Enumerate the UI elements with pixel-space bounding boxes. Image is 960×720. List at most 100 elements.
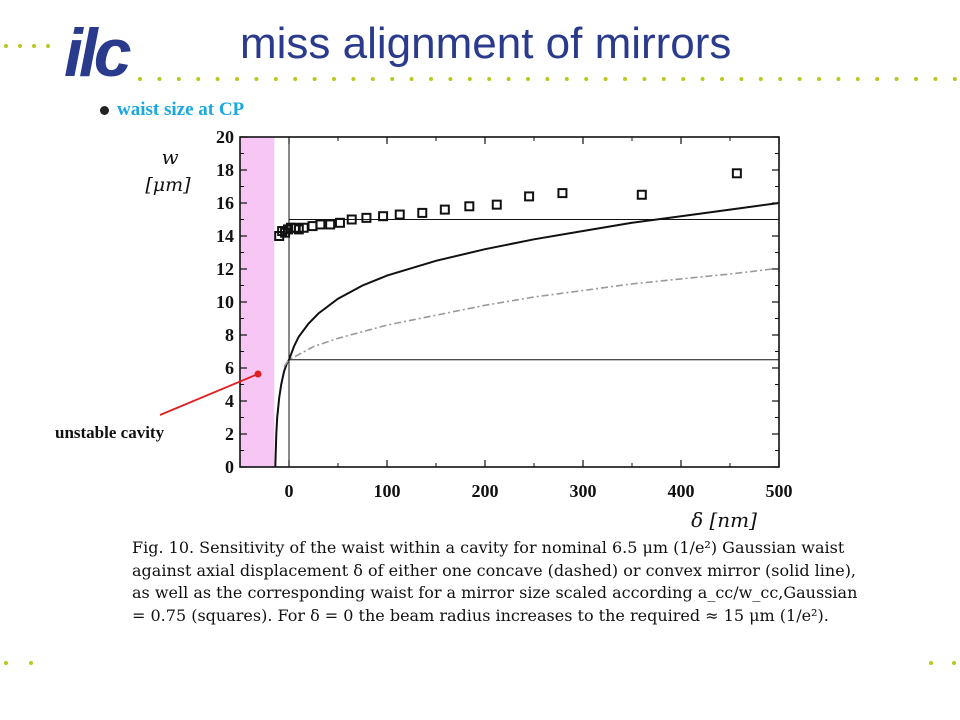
top-dot: [720, 77, 724, 81]
top-dot: [351, 77, 356, 81]
plot-frame: [239, 136, 780, 468]
data-point-square: [557, 188, 568, 199]
bullet-text: waist size at CP: [117, 99, 245, 120]
top-dot: [506, 77, 511, 81]
top-dot: [429, 77, 433, 81]
data-point-square: [636, 189, 647, 200]
data-point-square: [491, 199, 502, 210]
x-tick-label: 100: [374, 481, 401, 501]
top-dot: [817, 77, 821, 81]
top-dot: [564, 77, 569, 81]
top-dot: [952, 77, 957, 81]
y-tick-label: 10: [216, 292, 234, 312]
bottom-left-dot: [29, 661, 33, 665]
top-dot: [584, 77, 589, 81]
y-tick-label: 4: [225, 391, 234, 411]
top-left-dot: [18, 44, 22, 48]
top-dot: [448, 77, 453, 81]
data-point-square: [417, 207, 428, 218]
data-point-square: [361, 212, 372, 223]
data-point-square: [307, 221, 318, 232]
bullet-icon: [100, 105, 109, 115]
x-tick-label: 300: [570, 481, 597, 501]
top-dot: [273, 77, 278, 81]
x-tick-label: 400: [668, 481, 695, 501]
top-dot: [138, 77, 142, 81]
data-point-square: [394, 209, 405, 220]
top-dot: [875, 77, 880, 81]
top-dot: [933, 77, 938, 81]
top-left-dot: [32, 44, 36, 48]
data-point-square: [315, 219, 326, 230]
top-left-dot: [4, 44, 8, 48]
x-tick-label: 0: [285, 481, 294, 501]
top-dot: [758, 77, 763, 81]
top-dot: [836, 77, 841, 81]
y-tick-label: 16: [216, 193, 234, 213]
figure-caption: Fig. 10. Sensitivity of the waist within…: [132, 538, 858, 625]
top-dot: [894, 77, 899, 81]
top-dot: [487, 77, 492, 81]
top-dot: [409, 77, 414, 81]
data-point-square: [524, 191, 535, 202]
top-dot: [642, 77, 647, 81]
y-tick-label: 2: [225, 424, 234, 444]
top-dot: [312, 77, 317, 81]
y-tick-label: 18: [216, 160, 234, 180]
x-tick-label: 200: [472, 481, 499, 501]
bottom-right-dot: [952, 661, 956, 665]
data-point-square: [283, 224, 294, 235]
top-dot: [176, 77, 181, 81]
concave-mirror-dashed-curve: [283, 268, 773, 367]
data-point-square: [334, 217, 345, 228]
top-dot: [797, 77, 802, 81]
data-point-square: [325, 219, 336, 230]
top-dot: [332, 77, 336, 81]
top-dot: [235, 77, 239, 81]
top-dot: [700, 77, 705, 81]
top-dot: [681, 77, 686, 81]
top-dot: [739, 77, 744, 81]
convex-mirror-solid-curve: [274, 202, 780, 468]
top-dot: [778, 77, 783, 81]
data-point-square: [346, 214, 357, 225]
x-tick-label: 500: [766, 481, 793, 501]
unstable-arrow-head: [254, 370, 262, 378]
data-point-square: [731, 168, 742, 179]
data-point-square: [464, 201, 475, 212]
top-dot: [215, 77, 220, 81]
top-dot: [603, 77, 608, 81]
y-axis-label-symbol: w: [161, 145, 178, 169]
data-point-square: [378, 211, 389, 222]
bullet-item: waist size at CP: [100, 99, 244, 121]
x-axis-label: δ [nm]: [691, 508, 757, 532]
top-dot: [623, 77, 627, 81]
logo-text: ilc: [64, 15, 131, 88]
bottom-left-dot: [4, 661, 8, 665]
top-left-dot: [46, 44, 50, 48]
top-dot: [855, 77, 860, 81]
top-dot: [254, 77, 259, 81]
y-tick-label: 0: [225, 457, 234, 477]
y-tick-label: 20: [216, 127, 234, 147]
bottom-right-dot: [929, 661, 933, 665]
top-dot: [661, 77, 666, 81]
unstable-arrow-line: [159, 373, 259, 416]
top-dot: [467, 77, 472, 81]
slide-title: miss alignment of mirrors: [240, 19, 732, 68]
top-dot: [914, 77, 918, 81]
y-tick-label: 6: [225, 358, 234, 378]
ilc-logo: ilc: [64, 15, 135, 88]
data-point-square: [439, 204, 450, 215]
top-dot: [526, 77, 530, 81]
top-dot: [390, 77, 395, 81]
top-dot: [293, 77, 298, 81]
top-dot: [545, 77, 550, 81]
y-tick-label: 14: [216, 226, 234, 246]
top-dot: [157, 77, 162, 81]
top-dot: [196, 77, 201, 81]
unstable-cavity-label: unstable cavity: [55, 423, 165, 442]
y-tick-label: 8: [225, 325, 234, 345]
